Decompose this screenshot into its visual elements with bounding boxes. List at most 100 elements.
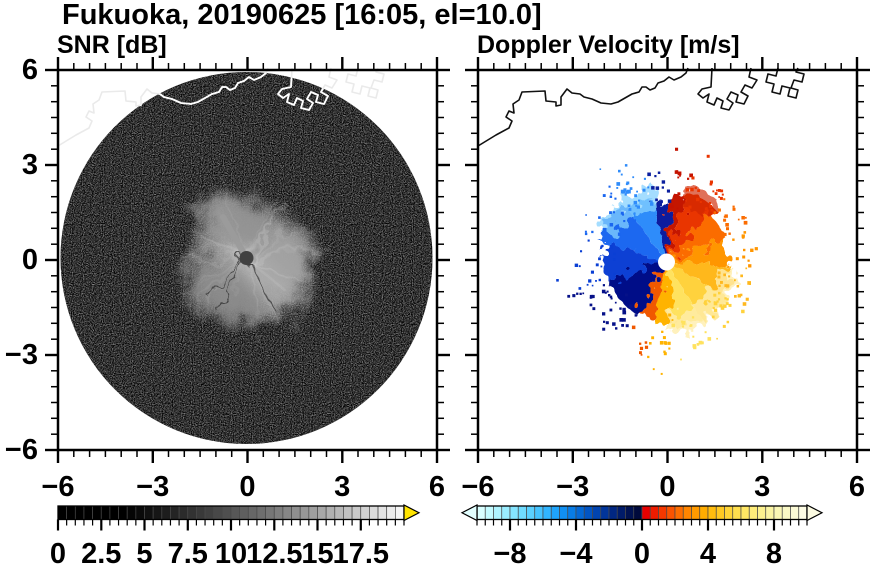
velocity-speckle [700,341,704,345]
velocity-speckle [699,201,702,203]
velocity-speckle [602,327,606,331]
colorbar-cell [66,505,76,520]
colorbar-cell [377,505,388,520]
velocity-speckle [726,320,730,324]
colorbar-label: 2.5 [81,538,121,570]
velocity-speckle [660,372,663,375]
velocity-speckle [659,341,664,345]
colorbar-cell [674,505,684,520]
velocity-speckle [647,186,650,189]
velocity-speckle [713,308,718,312]
x-axis-tick-label: 3 [334,471,350,503]
velocity-speckle [604,291,607,294]
snr-streak [201,235,248,260]
velocity-speckle [608,294,611,297]
velocity-speckle [743,248,746,252]
velocity-speckle [599,168,602,170]
x-axis-tick-label: 6 [429,471,445,503]
velocity-speckle [724,284,728,287]
snr-streak [245,210,287,259]
velocity-speckle [582,292,585,295]
y-axis-tick-label: −6 [5,434,38,466]
velocity-speckle [717,208,721,212]
colorbar-cell [658,505,668,520]
colorbar-cell [92,505,102,520]
velocity-speckle [579,292,582,295]
velocity-speckle [728,303,732,307]
y-axis-labels: 6 3 0 −3 −6 [5,54,38,466]
colorbar-cell [517,505,527,520]
snr-streak [221,177,248,259]
velocity-speckle [612,211,615,214]
x-axis-tick-label: −3 [136,471,169,503]
colorbar-cell [790,505,800,520]
velocity-speckle [678,313,681,316]
colorbar-cell [740,505,750,520]
velocity-speckle [696,197,700,202]
velocity-speckle [643,177,646,180]
velocity-speckle [645,311,648,315]
velocity-speckle [692,344,697,348]
snr-streak [190,256,248,311]
colorbar-cell [682,505,692,520]
velocity-speckle [697,189,700,192]
colorbar-cell [74,505,85,520]
velocity-wedge [666,238,729,267]
velocity-speckle [724,214,728,218]
velocity-speckle [587,239,590,242]
velocity-speckle [668,313,672,317]
x-axis-tick-label: −6 [41,471,74,503]
velocity-speckle [649,342,652,345]
velocity-wedge [666,214,726,262]
velocity-speckle [667,341,671,345]
velocity-speckle [717,298,721,301]
colorbar-cell [334,505,344,520]
velocity-speckle [720,189,724,193]
velocity-panel [465,57,870,463]
velocity-speckle [716,225,718,227]
velocity-speckle [598,257,601,261]
velocity-panel-title: Doppler Velocity [m/s] [477,31,740,59]
velocity-speckle [680,358,682,361]
colorbar-cell [600,505,610,520]
velocity-speckle [679,174,681,177]
snr-dark-streak [212,257,248,302]
velocity-speckle [626,181,630,185]
velocity-speckle [676,207,679,210]
velocity-speckle [592,307,596,311]
velocity-speckle [618,169,621,173]
snr-panel [45,57,450,463]
velocity-speckle [635,204,638,207]
colorbar-cell [550,505,560,520]
velocity-speckle [613,252,616,256]
velocity-speckle [725,223,729,227]
snr-x-axis-labels: −6 −3 0 3 6 [41,471,445,503]
colorbar-label: 0 [50,538,66,570]
velocity-speckle [671,323,675,328]
velocity-speckle [677,171,682,176]
velocity-speckle [627,204,631,208]
velocity-speckle [741,309,745,314]
velocity-speckle [590,270,594,274]
velocity-speckle [744,216,747,219]
velocity-speckle [723,198,726,201]
velocity-speckle [624,164,628,167]
velocity-speckle [698,340,703,345]
velocity-speckle [612,322,616,326]
velocity-speckle [602,194,606,197]
colorbar-cell [641,505,651,520]
velocity-speckle [676,316,680,320]
velocity-wedge [604,242,667,282]
velocity-speckle [586,283,589,286]
y-axis-tick-label: 3 [22,149,38,181]
colorbar-cell [247,505,258,520]
colorbar-cell [369,505,379,520]
x-axis-tick-label: −3 [556,471,589,503]
colorbar-cell [265,505,275,520]
velocity-speckle [601,244,604,248]
velocity-speckle [631,325,636,330]
velocity-speckle [621,324,624,327]
velocity-speckle [718,196,720,198]
velocity-speckle [689,324,693,327]
velocity-speckle [655,186,660,190]
